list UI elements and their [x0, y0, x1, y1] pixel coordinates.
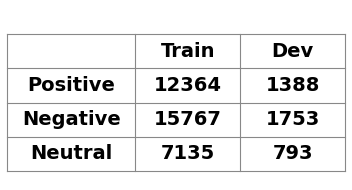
Text: Dev: Dev — [271, 42, 314, 61]
Text: 15767: 15767 — [154, 110, 222, 129]
Text: 793: 793 — [272, 144, 313, 163]
Text: 7135: 7135 — [161, 144, 215, 163]
Text: Positive: Positive — [27, 76, 115, 95]
Text: 1753: 1753 — [265, 110, 320, 129]
Text: 12364: 12364 — [154, 76, 222, 95]
Text: Negative: Negative — [22, 110, 121, 129]
Text: 1388: 1388 — [265, 76, 320, 95]
Text: Train: Train — [161, 42, 215, 61]
Text: Neutral: Neutral — [30, 144, 112, 163]
